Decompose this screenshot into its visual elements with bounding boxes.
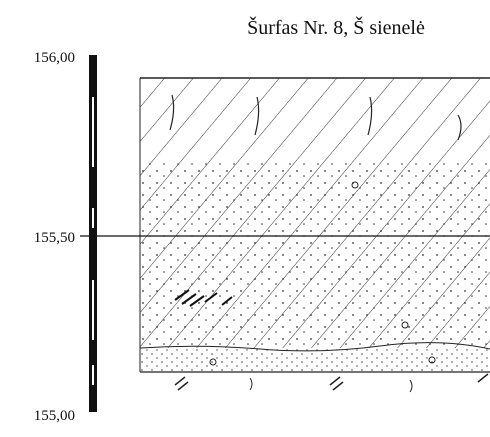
scale-label: 155,00 (34, 408, 75, 424)
scale-label: 155,50 (34, 230, 75, 246)
soil-profile (139, 77, 490, 393)
scale-bar (89, 55, 97, 412)
title: Šurfas Nr. 8, Š sienelė (247, 15, 425, 39)
scale-label: 156,00 (34, 50, 75, 66)
